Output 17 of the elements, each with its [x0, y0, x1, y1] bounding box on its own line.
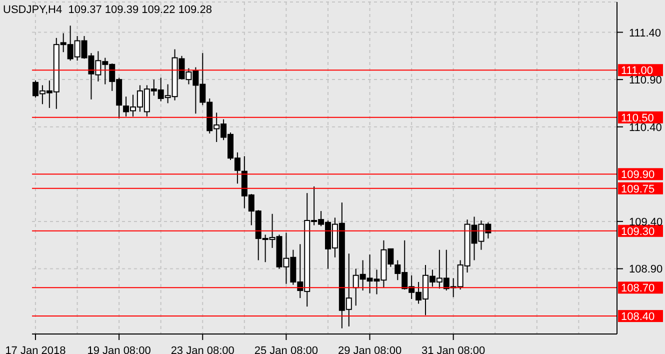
- ref-line-label: 109.90: [621, 169, 655, 182]
- x-tick-label: 19 Jan 08:00: [87, 345, 151, 354]
- x-tick-label: 31 Jan 08:00: [422, 345, 486, 354]
- ref-line-label: 109.75: [621, 183, 655, 196]
- y-tick-label: 108.90: [629, 264, 663, 276]
- ref-line-label: 110.50: [621, 112, 654, 124]
- x-tick-label: 23 Jan 08:00: [170, 345, 234, 354]
- x-tick-label: 29 Jan 08:00: [338, 345, 402, 354]
- ref-line-label: 108.40: [621, 311, 655, 324]
- ref-line-label: 109.30: [621, 226, 655, 238]
- y-tick-label: 111.40: [629, 27, 662, 40]
- x-tick-label: 25 Jan 08:00: [254, 345, 318, 354]
- ref-line-label: 108.70: [621, 282, 655, 295]
- y-tick-label: 110.40: [629, 122, 662, 134]
- chart-title: USDJPY,H4 109.37 109.39 109.22 109.28: [3, 4, 212, 16]
- x-tick-label: 17 Jan 2018: [5, 345, 66, 354]
- y-tick-label: 110.90: [629, 74, 662, 87]
